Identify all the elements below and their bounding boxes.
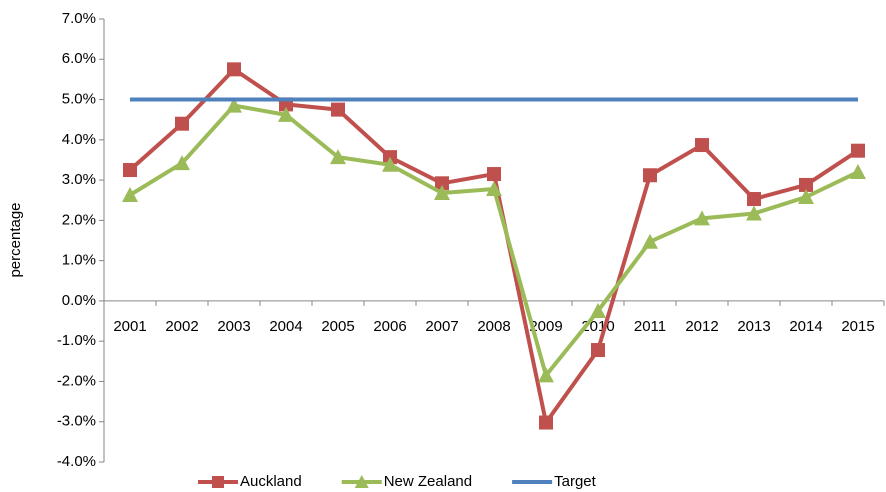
x-tick-label: 2009 <box>529 318 562 335</box>
x-tick-label: 2013 <box>737 318 770 335</box>
x-tick-label: 2004 <box>269 318 302 335</box>
marker <box>486 180 502 196</box>
marker <box>850 164 866 180</box>
y-tick-label: 0.0% <box>62 292 96 309</box>
y-tick-label: -4.0% <box>57 453 96 470</box>
x-tick-label: 2007 <box>425 318 458 335</box>
x-tick-label: 2001 <box>113 318 146 335</box>
series-line <box>128 67 860 425</box>
marker <box>434 184 450 200</box>
x-tick-label: 2015 <box>841 318 874 335</box>
legend-label: Auckland <box>240 473 302 490</box>
series-line <box>128 103 859 378</box>
marker <box>538 367 554 383</box>
legend-label: Target <box>554 473 597 490</box>
marker <box>539 415 553 430</box>
marker <box>331 102 345 117</box>
y-tick-label: 5.0% <box>62 91 96 108</box>
y-tick-label: 7.0% <box>62 10 96 27</box>
marker <box>746 205 762 221</box>
y-tick-label: 3.0% <box>62 171 96 188</box>
marker <box>123 163 137 178</box>
marker <box>487 167 501 182</box>
marker <box>694 210 710 226</box>
marker <box>591 343 605 358</box>
y-axis-label: percentage <box>7 202 24 277</box>
y-tick-label: 2.0% <box>62 211 96 228</box>
y-tick-label: 4.0% <box>62 131 96 148</box>
marker <box>382 156 398 172</box>
marker <box>590 302 606 318</box>
marker <box>642 233 658 249</box>
y-tick-label: -3.0% <box>57 413 96 430</box>
marker <box>122 186 138 202</box>
x-tick-label: 2012 <box>685 318 718 335</box>
x-tick-label: 2011 <box>634 318 666 335</box>
legend-marker <box>354 475 369 488</box>
x-tick-label: 2008 <box>477 318 510 335</box>
marker <box>747 192 761 207</box>
legend-label: New Zealand <box>384 473 472 490</box>
marker <box>798 189 814 205</box>
legend-marker <box>212 476 224 488</box>
marker <box>330 149 346 165</box>
x-tick-label: 2006 <box>373 318 406 335</box>
y-tick-label: -1.0% <box>57 332 96 349</box>
x-tick-label: 2014 <box>789 318 822 335</box>
marker <box>799 177 813 192</box>
marker <box>174 155 190 171</box>
marker <box>226 97 242 113</box>
y-tick-label: 6.0% <box>62 50 96 67</box>
marker <box>175 116 189 131</box>
marker <box>435 176 449 191</box>
marker <box>278 106 294 122</box>
x-tick-label: 2003 <box>217 318 250 335</box>
x-tick-label: 2002 <box>165 318 198 335</box>
x-tick-label: 2005 <box>321 318 354 335</box>
marker <box>851 143 865 158</box>
marker <box>695 138 709 153</box>
y-tick-label: 1.0% <box>62 252 96 269</box>
marker <box>227 62 241 77</box>
y-tick-label: -2.0% <box>57 372 96 389</box>
marker <box>643 168 657 183</box>
